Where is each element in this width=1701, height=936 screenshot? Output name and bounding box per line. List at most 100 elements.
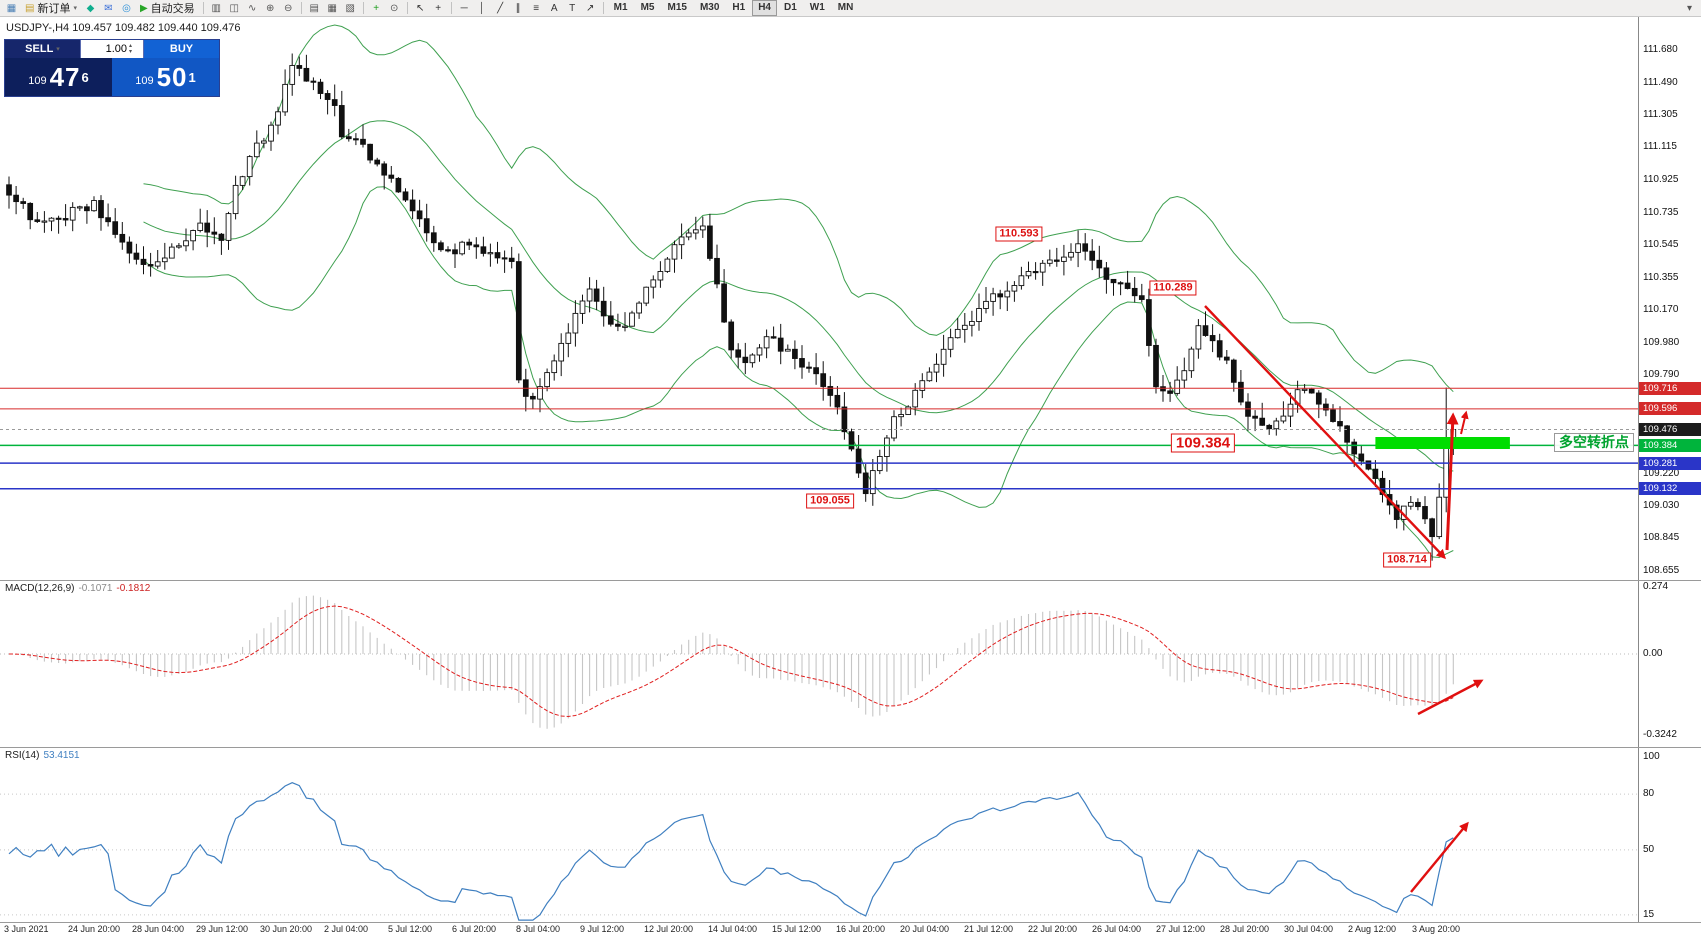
timeframe-mn[interactable]: MN	[837, 2, 854, 13]
text-icon[interactable]: A	[550, 2, 558, 14]
line-chart-icon[interactable]: ∿	[247, 2, 257, 14]
toolbar-separator	[450, 2, 452, 14]
rsi-axis-label: 15	[1643, 909, 1655, 920]
toolbar-separator	[602, 2, 604, 14]
period-icon[interactable]: ⊙	[389, 2, 399, 14]
price-axis-label: 108.845	[1643, 532, 1680, 543]
dropdown-caret-icon[interactable]: ▾	[73, 5, 77, 12]
volume-field[interactable]: ▴▾	[80, 40, 144, 58]
zoom-in-icon[interactable]: ⊕	[265, 2, 275, 14]
toolbar-separator	[406, 2, 408, 14]
main-chart-pane[interactable]: USDJPY-,H4 109.457 109.482 109.440 109.4…	[0, 17, 1701, 581]
price-axis-label: 111.680	[1643, 44, 1678, 55]
sell-price-display[interactable]: 109 47 6	[5, 58, 112, 96]
new-chart-icon[interactable]: ▦	[6, 2, 17, 14]
candlestick-chart-icon[interactable]: ◫	[229, 2, 239, 14]
timeframe-h4[interactable]: H4	[752, 0, 777, 16]
macd-canvas[interactable]	[0, 581, 1638, 747]
cursor-icon[interactable]: ↖	[415, 2, 425, 14]
price-annotation-label[interactable]: 110.593	[995, 226, 1043, 242]
price-chart-canvas[interactable]	[0, 17, 1638, 580]
zoom-out-icon[interactable]: ⊖	[283, 2, 293, 14]
price-axis[interactable]: 111.680 111.490 111.305 111.115 110.925 110.7…	[1638, 17, 1701, 580]
main-toolbar: ▦ ▤ 新订单 ▾ ◆ ✉ ◎ ▶ 自动交易 ▥ ◫ ∿ ⊕ ⊖ ▤ ▦ ▧ + ⊙ ↖ + ─ │ ╱ ∥ ≡ A T ↗ M1 M5 M1…	[0, 0, 1701, 17]
label-icon[interactable]: T	[569, 2, 576, 14]
time-label: 26 Jul 04:00	[1092, 924, 1142, 934]
macd-pane[interactable]: MACD(12,26,9) -0.1071 -0.1812 0.274 0.00 -0.…	[0, 581, 1701, 748]
toolbar-separator	[362, 2, 364, 14]
time-axis[interactable]: 3 Jun 2021 24 Jun 20:00 28 Jun 04:00 29 Jun…	[0, 923, 1701, 936]
price-axis-label: 110.170	[1643, 304, 1679, 315]
horizontal-line-icon[interactable]: ─	[460, 2, 468, 14]
timeframe-d1[interactable]: D1	[783, 2, 797, 13]
price-axis-label: 109.030	[1643, 500, 1680, 511]
time-label: 6 Jul 20:00	[452, 924, 497, 934]
time-label: 5 Jul 12:00	[388, 924, 433, 934]
price-axis-label: 109.220	[1643, 468, 1680, 479]
volume-input[interactable]	[81, 43, 129, 55]
time-label: 20 Jul 04:00	[900, 924, 950, 934]
price-axis-label: 109.980	[1643, 337, 1680, 348]
buy-button-label: BUY	[169, 43, 194, 55]
price-axis-tag: 109.716	[1639, 382, 1701, 395]
fibonacci-icon[interactable]: ≡	[533, 2, 540, 14]
vertical-line-icon[interactable]: │	[479, 2, 486, 14]
new-order-button[interactable]: ▤ 新订单 ▾	[25, 2, 77, 16]
arrows-tool-icon[interactable]: ↗	[585, 2, 595, 14]
buy-button[interactable]: BUY	[144, 40, 219, 58]
time-label: 3 Aug 20:00	[1412, 924, 1461, 934]
time-label: 16 Jul 20:00	[836, 924, 886, 934]
chat-icon[interactable]: ✉	[104, 2, 113, 14]
timeframe-m1[interactable]: M1	[613, 2, 628, 13]
turning-point-label[interactable]: 多空转折点	[1554, 433, 1634, 452]
time-label: 3 Jun 2021	[4, 924, 49, 934]
price-axis-label: 110.355	[1643, 272, 1679, 283]
sell-button[interactable]: SELL ▾	[5, 40, 80, 58]
price-axis-tag: 109.132	[1639, 482, 1701, 495]
timeframe-m30[interactable]: M30	[699, 2, 720, 13]
price-annotation-label[interactable]: 108.714	[1383, 552, 1431, 568]
toolbar-separator	[202, 2, 204, 14]
time-label: 28 Jul 20:00	[1220, 924, 1270, 934]
price-annotation-label[interactable]: 109.384	[1170, 433, 1236, 453]
tile-windows-icon[interactable]: ▦	[327, 2, 337, 14]
rsi-axis-label: 50	[1643, 844, 1655, 855]
time-label: 21 Jul 12:00	[964, 924, 1014, 934]
time-label: 15 Jul 12:00	[772, 924, 822, 934]
cascade-windows-icon[interactable]: ▤	[309, 2, 319, 14]
crosshair-icon[interactable]: +	[435, 2, 442, 14]
sell-caret-icon: ▾	[56, 46, 60, 53]
rsi-pane[interactable]: RSI(14) 53.4151 100 80 50 15	[0, 748, 1701, 923]
bar-chart-icon[interactable]: ▥	[211, 2, 221, 14]
price-axis-label: 111.115	[1643, 141, 1677, 152]
arrange-windows-icon[interactable]: ▧	[345, 2, 355, 14]
channel-icon[interactable]: ∥	[515, 2, 521, 14]
timeframe-m15[interactable]: M15	[667, 2, 687, 13]
trendline-icon[interactable]: ╱	[497, 2, 504, 14]
metaquotes-icon[interactable]: ◆	[86, 2, 95, 14]
add-indicator-icon[interactable]: +	[373, 2, 380, 14]
macd-indicator-label: MACD(12,26,9) -0.1071 -0.1812	[5, 583, 151, 594]
rsi-axis-label: 80	[1643, 788, 1655, 799]
price-axis-label: 110.545	[1643, 239, 1679, 250]
volume-spinner[interactable]: ▴ ▾	[129, 43, 133, 55]
sell-button-label: SELL	[25, 43, 54, 55]
timeframe-w1[interactable]: W1	[809, 2, 825, 13]
buy-price-display[interactable]: 109 50 1	[112, 58, 219, 96]
price-annotation-label[interactable]: 110.289	[1149, 280, 1197, 296]
web-icon[interactable]: ◎	[122, 2, 131, 14]
toolbar-separator	[300, 2, 302, 14]
price-axis-label: 110.735	[1643, 207, 1679, 218]
macd-axis[interactable]: 0.274 0.00 -0.3242	[1638, 581, 1701, 747]
autotrade-button[interactable]: ▶ 自动交易	[139, 2, 195, 16]
new-order-button-icon: ▤	[25, 2, 35, 14]
timeframe-h1[interactable]: H1	[732, 2, 746, 13]
rsi-axis[interactable]: 100 80 50 15	[1638, 748, 1701, 922]
rsi-canvas[interactable]	[0, 748, 1638, 922]
toolbar-more-icon[interactable]: ▾	[1686, 2, 1693, 14]
price-annotation-label[interactable]: 109.055	[806, 493, 854, 509]
macd-axis-label: 0.00	[1643, 648, 1663, 659]
time-label: 2 Aug 12:00	[1348, 924, 1397, 934]
timeframe-m5[interactable]: M5	[640, 2, 655, 13]
